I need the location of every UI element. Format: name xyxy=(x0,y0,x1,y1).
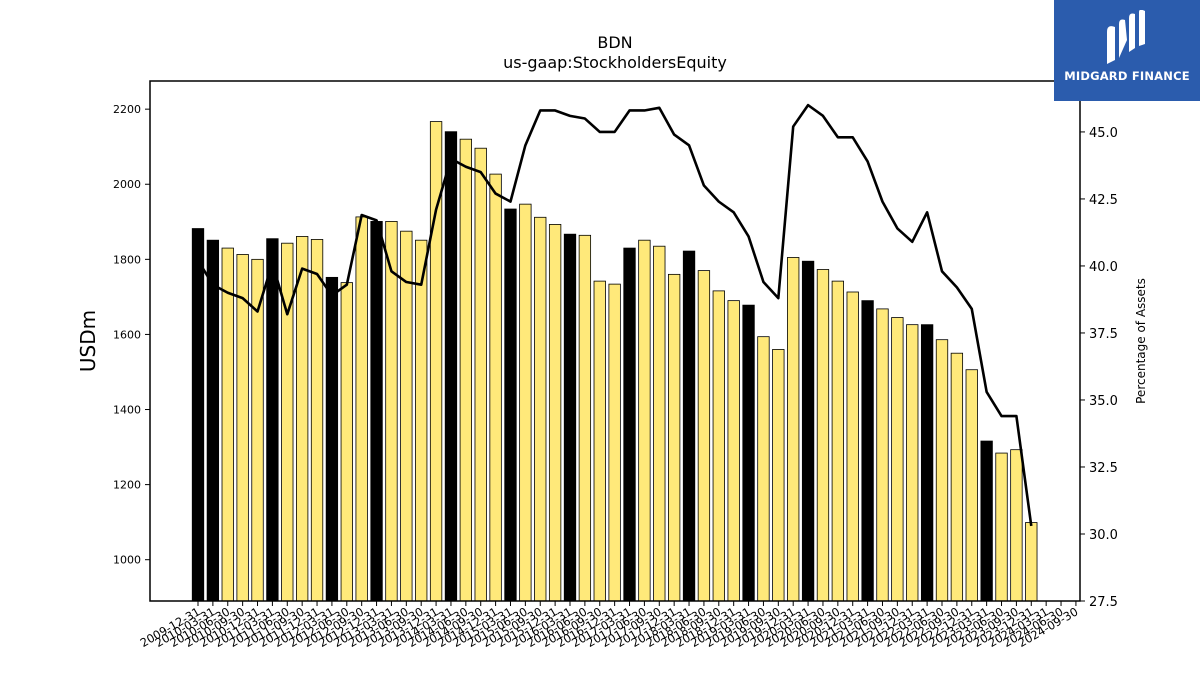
y2-tick-label: 27.5 xyxy=(1089,595,1118,610)
chart-subtitle: us-gaap:StockholdersEquity xyxy=(503,53,727,72)
bar xyxy=(623,247,636,602)
bar xyxy=(385,221,398,602)
bar xyxy=(846,291,859,602)
bar xyxy=(355,216,368,602)
y-tick-label: 1600 xyxy=(113,328,141,341)
brand-logo: MIDGARD FINANCE xyxy=(1054,0,1200,101)
bar xyxy=(712,290,725,602)
bar xyxy=(891,317,904,602)
bar xyxy=(578,234,592,602)
y2-tick-label: 30.0 xyxy=(1089,528,1118,543)
bar xyxy=(816,269,830,602)
y2-tick-label: 35.0 xyxy=(1089,394,1118,409)
bar xyxy=(444,131,458,602)
bar xyxy=(608,283,621,602)
bar xyxy=(653,245,666,602)
bar xyxy=(206,239,220,602)
bar xyxy=(266,238,279,602)
y-tick-label: 1000 xyxy=(113,554,141,567)
bar xyxy=(861,300,874,602)
y-tick-label: 1200 xyxy=(113,479,141,492)
bar xyxy=(474,147,487,602)
bar xyxy=(876,308,889,602)
x-axis: 2009-12-312010-03-312010-06-302010-09-30… xyxy=(138,601,1080,650)
bar xyxy=(906,324,919,602)
y-tick-label: 1800 xyxy=(113,253,141,266)
bar xyxy=(221,247,234,602)
bar xyxy=(980,440,993,602)
bar xyxy=(504,208,517,602)
bar xyxy=(340,282,353,602)
bar xyxy=(1010,449,1023,602)
bar xyxy=(742,304,755,602)
bar xyxy=(593,280,606,602)
bar xyxy=(787,257,800,602)
y-axis-label-right: Percentage of Assets xyxy=(1134,278,1148,404)
bar xyxy=(638,239,651,602)
y2-tick-label: 37.5 xyxy=(1089,327,1118,342)
chart-title: BDN xyxy=(597,33,632,52)
bar xyxy=(1025,522,1038,602)
bar xyxy=(534,216,547,602)
y-tick-label: 1400 xyxy=(113,404,141,417)
bar xyxy=(370,221,383,602)
bar xyxy=(519,203,532,602)
bar xyxy=(310,239,324,602)
bar xyxy=(772,349,785,602)
bar xyxy=(920,324,934,602)
bar xyxy=(415,239,428,602)
bar xyxy=(950,352,964,602)
y-axis-label-left: USDm xyxy=(76,310,100,372)
bar xyxy=(459,138,472,602)
bar xyxy=(296,236,309,602)
logo-mark-icon xyxy=(1107,10,1145,65)
bar xyxy=(548,224,562,602)
bars-layer xyxy=(191,121,1038,602)
logo-text: MIDGARD FINANCE xyxy=(1064,69,1190,83)
bar xyxy=(727,300,740,602)
bar xyxy=(757,336,770,602)
y2-tick-label: 42.5 xyxy=(1089,193,1118,208)
bar xyxy=(682,250,696,602)
bar xyxy=(935,339,949,602)
series-line xyxy=(196,103,1033,527)
y-axis-left: 1000 1200 1400 1600 1800 2000 2200 xyxy=(113,103,150,567)
y-tick-label: 2000 xyxy=(113,178,141,191)
bar xyxy=(995,452,1008,602)
y2-tick-label: 45.0 xyxy=(1089,126,1118,141)
bar xyxy=(965,369,978,602)
y-tick-label: 2200 xyxy=(113,103,141,116)
y2-tick-label: 32.5 xyxy=(1089,461,1118,476)
bar xyxy=(489,173,502,602)
bar xyxy=(191,228,205,602)
bar xyxy=(563,233,577,602)
line-layer xyxy=(196,103,1033,527)
y2-tick-label: 40.0 xyxy=(1089,260,1118,275)
bar xyxy=(400,230,413,602)
bar xyxy=(236,254,249,602)
bar xyxy=(325,276,339,602)
bar xyxy=(831,280,844,602)
bar xyxy=(801,260,815,602)
bar xyxy=(668,273,681,602)
y-axis-right: 27.5 30.0 32.5 35.0 37.5 40.0 42.5 45.0 xyxy=(1080,126,1118,610)
bar xyxy=(697,270,711,602)
